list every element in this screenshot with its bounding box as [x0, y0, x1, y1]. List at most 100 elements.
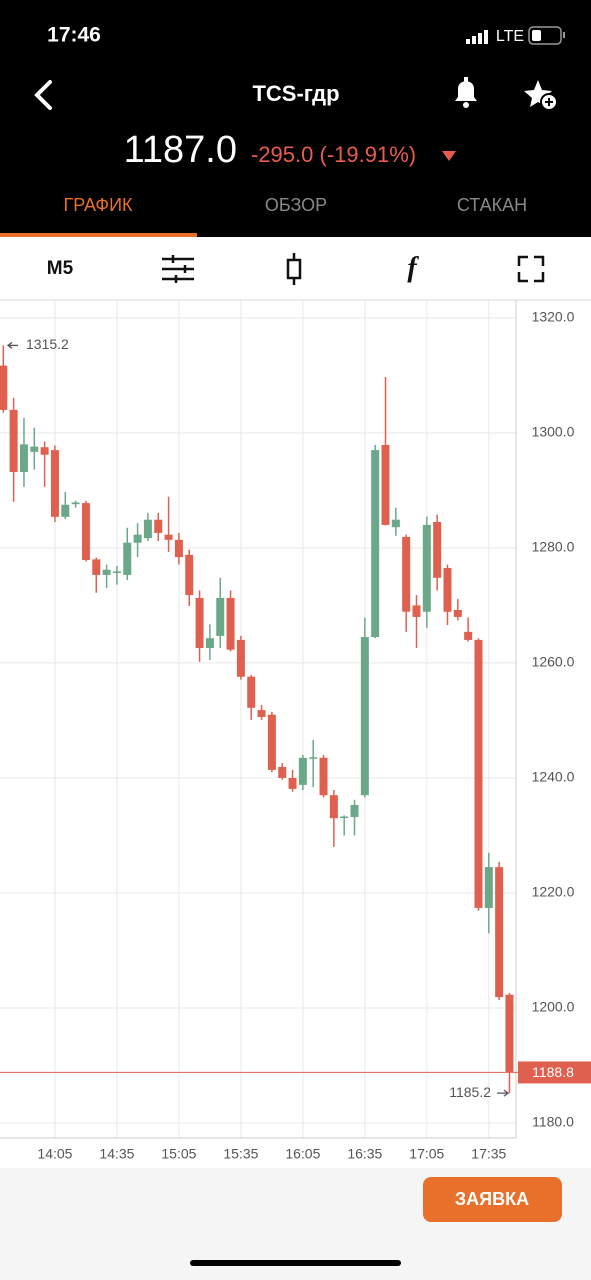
- x-tick-label: 14:05: [37, 1146, 72, 1162]
- home-indicator: [190, 1260, 401, 1266]
- candle-body: [443, 568, 452, 612]
- candle-body: [340, 816, 349, 818]
- last-price-label: 1188.8: [532, 1064, 574, 1080]
- candle-body: [267, 714, 276, 770]
- candle-body: [30, 446, 39, 452]
- y-tick-label: 1260.0: [532, 654, 575, 670]
- y-tick-label: 1180.0: [532, 1114, 574, 1130]
- y-tick-label: 1300.0: [532, 424, 575, 440]
- candle-body: [61, 504, 70, 517]
- down-arrow: [442, 151, 456, 161]
- alert-button[interactable]: [455, 77, 477, 108]
- candle-body: [102, 569, 111, 575]
- candle-body: [9, 409, 18, 472]
- candle-body: [92, 559, 101, 575]
- candle-body: [174, 539, 183, 558]
- candle-body: [350, 804, 359, 818]
- candle-body: [123, 542, 132, 575]
- max-label: 1315.2: [26, 336, 69, 352]
- candle-body: [205, 638, 214, 648]
- y-tick-label: 1280.0: [532, 539, 575, 555]
- candle-body: [371, 450, 380, 638]
- candle-body: [505, 994, 514, 1073]
- x-tick-label: 15:35: [223, 1146, 258, 1162]
- candle-body: [391, 519, 400, 528]
- candle-body: [185, 554, 194, 596]
- chart-type-button[interactable]: [286, 253, 302, 285]
- y-tick-label: 1220.0: [532, 884, 575, 900]
- candle-body: [278, 767, 287, 778]
- x-axis-bg: [0, 1138, 591, 1168]
- x-tick-label: 17:35: [471, 1146, 506, 1162]
- candle-body: [133, 534, 142, 543]
- candle-body: [360, 637, 369, 796]
- candle-body: [216, 597, 225, 636]
- candle-body: [309, 757, 318, 759]
- candle-body: [329, 795, 338, 819]
- favorite-button[interactable]: [524, 80, 558, 111]
- candle-body: [288, 777, 297, 789]
- candle-body: [195, 597, 204, 648]
- tab[interactable]: ГРАФИК: [63, 195, 133, 215]
- min-label: 1185.2: [449, 1084, 491, 1100]
- candle-body: [495, 867, 504, 998]
- tab[interactable]: ОБЗОР: [265, 195, 327, 215]
- candle-body: [50, 450, 59, 517]
- candle-body: [71, 502, 80, 505]
- max-arrow: [6, 341, 18, 349]
- tab-indicator: [0, 233, 197, 237]
- status-time: 17:46: [47, 24, 101, 47]
- network: LTE: [496, 28, 524, 45]
- last-price-box: [518, 1061, 591, 1084]
- candle-body: [257, 710, 266, 717]
- candle-body: [0, 365, 8, 410]
- chart: 1180.0 1200.0 1220.0 1240.0 1260.0 1280.0 1300…: [0, 300, 591, 1168]
- candle-body: [81, 503, 90, 560]
- battery-icon: [528, 26, 565, 45]
- indicators-button[interactable]: [162, 255, 194, 283]
- back-button[interactable]: [34, 80, 52, 110]
- candle-body: [226, 597, 235, 650]
- candle-body: [319, 757, 328, 796]
- candle-body: [164, 534, 173, 540]
- y-tick-label: 1240.0: [532, 769, 575, 785]
- candle-body: [40, 447, 49, 455]
- min-arrow: [497, 1089, 510, 1097]
- order-button-bg[interactable]: [423, 1177, 562, 1222]
- candle-body: [412, 605, 421, 617]
- interval-button[interactable]: M5: [47, 258, 74, 279]
- candle-body: [154, 519, 163, 533]
- x-tick-label: 16:35: [347, 1146, 382, 1162]
- header-bg: [0, 0, 591, 237]
- y-tick-label: 1320.0: [532, 309, 575, 325]
- x-tick-label: 14:35: [99, 1146, 134, 1162]
- order-button[interactable]: ЗАЯВКА: [455, 1189, 529, 1209]
- price-change: -295.0 (-19.91%): [251, 142, 416, 167]
- header-title: TCS-гдр: [252, 81, 339, 106]
- candle-body: [422, 524, 431, 612]
- candle-body: [236, 639, 245, 677]
- candle-body: [381, 444, 390, 525]
- candle-body: [112, 571, 121, 573]
- candle-body: [433, 522, 442, 578]
- y-tick-label: 1200.0: [532, 999, 575, 1015]
- functions-button[interactable]: f: [407, 252, 419, 283]
- candle-body: [464, 631, 473, 640]
- x-tick-label: 16:05: [285, 1146, 320, 1162]
- tab[interactable]: СТАКАН: [457, 195, 527, 215]
- x-tick-label: 15:05: [161, 1146, 196, 1162]
- candle-body: [298, 757, 307, 785]
- fullscreen-button[interactable]: [517, 255, 545, 283]
- candle-body: [247, 676, 256, 708]
- candle-body: [484, 867, 493, 908]
- price: 1187.0: [124, 129, 237, 171]
- x-tick-label: 17:05: [409, 1146, 444, 1162]
- candle-body: [474, 639, 483, 908]
- signal-icon: [466, 30, 488, 44]
- candle-body: [19, 444, 28, 472]
- candle-body: [143, 519, 152, 539]
- candle-body: [453, 610, 462, 617]
- candle-body: [402, 536, 411, 612]
